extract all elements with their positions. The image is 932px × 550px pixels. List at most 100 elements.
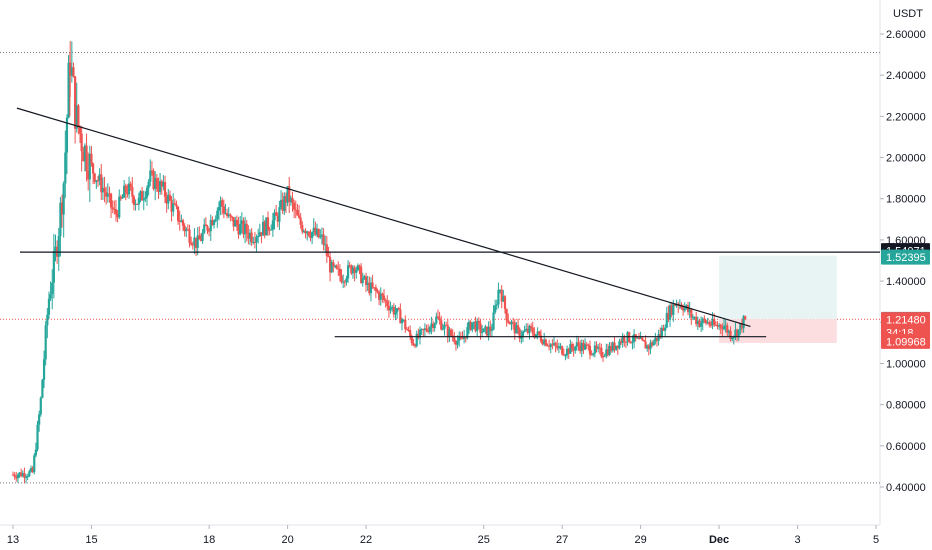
candle-down xyxy=(422,329,425,331)
candle-down xyxy=(505,308,508,321)
candle-up xyxy=(137,197,140,205)
candle-up xyxy=(565,348,569,356)
candle-down xyxy=(623,337,626,342)
candle-down xyxy=(124,185,127,193)
candle-up xyxy=(430,323,433,328)
candle-down xyxy=(247,233,250,239)
candle-up xyxy=(216,210,219,219)
candle-down xyxy=(427,330,430,332)
candle-up xyxy=(29,468,33,472)
candle-down xyxy=(600,347,603,357)
x-tick-label: Dec xyxy=(709,534,729,546)
candle-down xyxy=(548,345,551,347)
candle-up xyxy=(212,221,216,225)
candle-down xyxy=(338,268,341,276)
candle-up xyxy=(734,329,737,337)
candle-down xyxy=(399,309,402,324)
candle-up xyxy=(672,303,675,315)
x-axis[interactable]: 13 15 18 20 22 25 27 29 Dec 3 5 xyxy=(7,525,879,546)
candle-up xyxy=(54,246,57,251)
candle-down xyxy=(296,210,299,216)
candle-up xyxy=(70,67,73,76)
candle-up xyxy=(611,342,614,351)
candle-down xyxy=(585,344,588,346)
candle-down xyxy=(744,316,747,320)
candle-down xyxy=(307,231,310,236)
candle-down xyxy=(508,322,511,325)
candle-up xyxy=(423,328,426,331)
candle-up xyxy=(26,476,29,478)
candle-down xyxy=(188,229,191,243)
candle-up xyxy=(41,379,44,398)
candle-up xyxy=(657,334,660,341)
candle-up xyxy=(706,322,709,324)
candle-down xyxy=(577,342,580,346)
drawn-lines[interactable] xyxy=(16,107,880,338)
candle-down xyxy=(206,226,209,231)
candle-up xyxy=(389,308,392,311)
candle-down xyxy=(405,328,409,330)
candle-up xyxy=(118,196,121,218)
candle-up xyxy=(428,327,431,332)
candle-down xyxy=(263,221,266,236)
candle-up xyxy=(742,316,745,329)
candle-down xyxy=(637,337,641,339)
candle-up xyxy=(39,397,42,415)
candle-down xyxy=(141,191,144,201)
candle-down xyxy=(489,326,492,331)
candle-up xyxy=(57,235,60,257)
candle-down xyxy=(163,181,167,197)
candle-down xyxy=(539,335,543,342)
candle-down xyxy=(587,344,590,346)
candle-up xyxy=(134,203,137,205)
candle-down xyxy=(304,231,307,234)
candle-up xyxy=(24,476,28,478)
candle-down xyxy=(314,227,317,235)
candle-down xyxy=(647,345,650,350)
candle-up xyxy=(654,337,657,342)
candle-down xyxy=(469,321,472,330)
candle-up xyxy=(330,262,333,273)
candle-down xyxy=(132,196,136,205)
candle-down xyxy=(204,224,207,227)
candle-up xyxy=(252,241,255,243)
candle-up xyxy=(480,332,484,334)
candle-down xyxy=(624,341,628,343)
candle-up xyxy=(273,212,276,221)
candle-down xyxy=(454,341,458,345)
x-tick-label: 5 xyxy=(873,534,879,546)
candle-down xyxy=(114,209,118,214)
candle-up xyxy=(391,306,394,309)
candle-down xyxy=(551,344,554,346)
candle-down xyxy=(348,265,351,267)
candle-up xyxy=(528,326,531,333)
candle-down xyxy=(644,341,647,349)
price-tag-label: 1.52395 xyxy=(886,252,926,264)
candle-down xyxy=(740,323,744,329)
candle-down xyxy=(662,327,665,331)
candles xyxy=(11,41,747,484)
candle-up xyxy=(495,304,498,306)
candle-up xyxy=(361,278,364,283)
candle-up xyxy=(49,294,52,299)
candle-down xyxy=(461,338,464,340)
candle-down xyxy=(229,214,232,217)
candle-up xyxy=(691,317,695,319)
candle-down xyxy=(619,341,623,344)
candle-down xyxy=(165,196,168,204)
candle-down xyxy=(266,217,270,230)
candle-down xyxy=(168,194,172,201)
candle-up xyxy=(592,353,595,355)
candle-up xyxy=(727,330,730,333)
candle-up xyxy=(46,314,49,326)
candle-down xyxy=(530,326,533,328)
candle-up xyxy=(552,343,556,345)
candle-up xyxy=(201,232,204,241)
candle-down xyxy=(512,321,515,323)
candle-down xyxy=(670,305,673,315)
descending-trendline[interactable] xyxy=(16,107,751,327)
candle-down xyxy=(601,356,605,358)
candle-up xyxy=(64,152,67,184)
price-tag-bg xyxy=(881,249,930,265)
